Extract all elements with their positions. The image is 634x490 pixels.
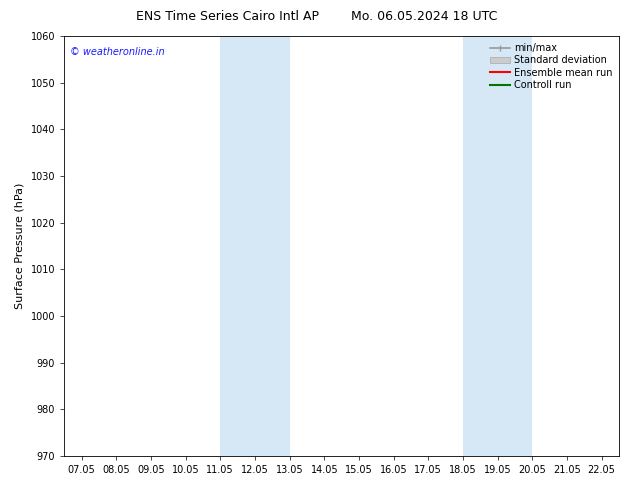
Legend: min/max, Standard deviation, Ensemble mean run, Controll run: min/max, Standard deviation, Ensemble me… bbox=[488, 41, 614, 92]
Text: ENS Time Series Cairo Intl AP        Mo. 06.05.2024 18 UTC: ENS Time Series Cairo Intl AP Mo. 06.05.… bbox=[136, 10, 498, 23]
Y-axis label: Surface Pressure (hPa): Surface Pressure (hPa) bbox=[15, 183, 25, 309]
Text: © weatheronline.in: © weatheronline.in bbox=[70, 47, 164, 57]
Bar bbox=[220, 36, 290, 456]
Bar bbox=[463, 36, 533, 456]
